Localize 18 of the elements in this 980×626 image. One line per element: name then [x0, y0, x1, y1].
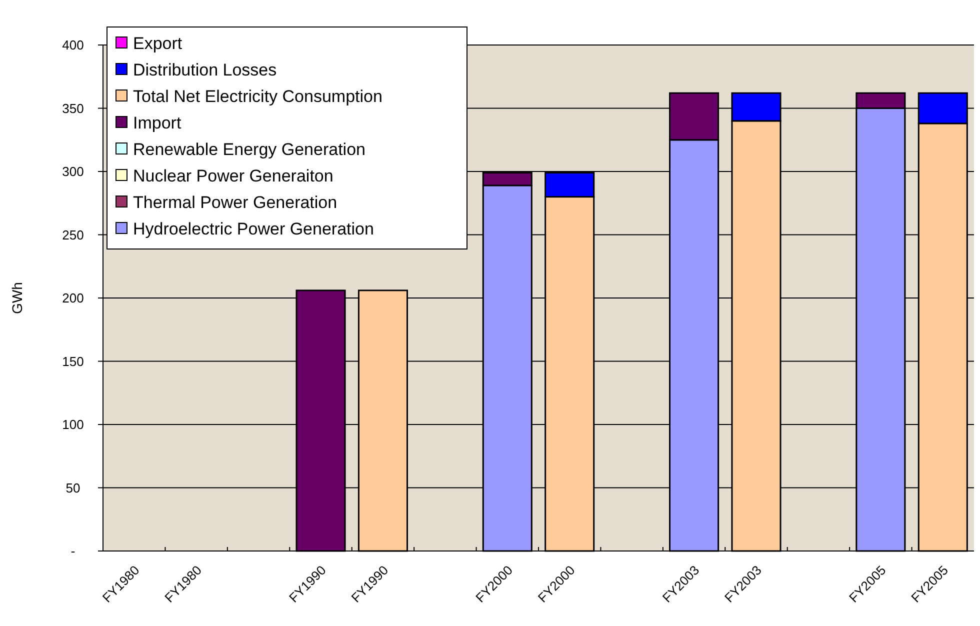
legend-label: Export [133, 34, 182, 53]
y-tick-label: 350 [62, 100, 84, 116]
legend-label: Nuclear Power Generaiton [133, 166, 334, 186]
y-tick-label: 50 [66, 480, 80, 496]
y-tick-label: 250 [62, 227, 84, 242]
y-axis-title: GWh [9, 282, 25, 314]
legend-label: Import [133, 113, 182, 132]
y-tick-label: 300 [62, 164, 84, 180]
y-tick-label: 100 [62, 417, 84, 432]
legend-label: Total Net Electricity Consumption [133, 86, 382, 106]
y-tick-label: - [70, 544, 76, 559]
legend-label: Hydroelectric Power Generation [133, 219, 374, 238]
y-tick-label: 150 [62, 354, 84, 369]
legend-label: Thermal Power Generation [133, 192, 338, 212]
y-tick-label: 400 [62, 38, 84, 53]
y-tick-label: 200 [62, 290, 84, 306]
legend-label: Renewable Energy Generation [133, 140, 366, 159]
legend-label: Distribution Losses [133, 60, 277, 80]
